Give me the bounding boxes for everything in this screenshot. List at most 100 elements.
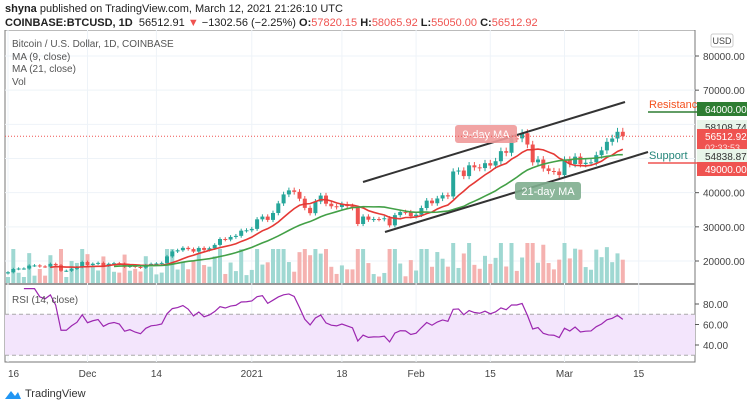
candle-body [260, 216, 265, 220]
open-value: 57820.15 [311, 17, 358, 29]
volume-bar [536, 262, 540, 283]
candle-body [456, 170, 461, 172]
volume-bar [467, 243, 472, 283]
volume-bar [355, 249, 360, 283]
candle-body [6, 272, 10, 274]
volume-bar [48, 255, 53, 283]
candle-body [244, 230, 249, 232]
legend-vol: Vol [12, 76, 26, 88]
currency-label: USD [712, 36, 732, 46]
volume-bar [451, 243, 456, 283]
price-tick-label: 40000.00 [703, 189, 745, 200]
volume-bar [313, 249, 318, 283]
volume-bar [186, 269, 191, 283]
candle-body [355, 207, 360, 224]
volume-bar [334, 273, 339, 283]
volume-bar [112, 271, 116, 283]
volume-bar [271, 249, 275, 283]
legend-ma9: MA (9, close) [12, 51, 71, 63]
volume-bar [180, 261, 185, 283]
volume-bar [567, 258, 572, 283]
x-tick-label: 14 [151, 369, 163, 380]
candle-body [472, 165, 477, 168]
candle-body [398, 212, 403, 216]
candle-body [615, 131, 620, 139]
candle-body [96, 262, 101, 264]
volume-bar [85, 254, 90, 283]
candle-body [180, 247, 185, 251]
candle-body [440, 195, 445, 199]
volume-bar [21, 277, 26, 283]
volume-bar [90, 266, 95, 283]
volume-bar [541, 244, 546, 283]
candle-body [408, 212, 413, 217]
volume-bar [324, 249, 328, 283]
candle-body [620, 131, 625, 137]
rsi-tick-label: 80.00 [703, 300, 728, 311]
volume-bar [106, 263, 111, 283]
candle-body [207, 248, 212, 250]
candle-body [212, 244, 217, 249]
volume-bar [207, 266, 212, 283]
volume-bar [525, 243, 530, 283]
volume-bar [615, 253, 620, 283]
candle-body [16, 268, 21, 270]
volume-bar [191, 261, 196, 283]
tradingview-logo[interactable]: TradingView [4, 388, 86, 400]
candle-body [483, 163, 487, 169]
ma9-annotation: 9-day MA [462, 129, 510, 141]
legend-ma21: MA (21, close) [12, 64, 76, 75]
volume-bar [594, 249, 599, 283]
x-tick-label: Dec [79, 369, 97, 380]
candle-body [339, 204, 344, 208]
volume-bar [345, 269, 350, 283]
candle-body [509, 138, 514, 153]
candle-body [546, 168, 551, 172]
candle-body [525, 133, 530, 145]
candle-body [69, 268, 74, 271]
volume-bar [530, 243, 535, 283]
x-tick-label: 15 [633, 369, 645, 380]
volume-bar [610, 262, 615, 283]
candle-body [583, 162, 588, 165]
candle-body [573, 156, 578, 165]
candle-body [80, 262, 85, 268]
open-label: O: [299, 17, 312, 29]
down-arrow-icon: ▼ [187, 17, 199, 29]
volume-bar [43, 275, 48, 283]
candle-body [329, 203, 334, 207]
price-tick-label: 30000.00 [703, 223, 745, 234]
volume-bar [281, 249, 286, 283]
candle-body [361, 216, 366, 224]
volume-bar [37, 268, 42, 283]
volume-bar [488, 263, 493, 283]
price-chart[interactable]: 16 Dec 14 2021 18 Feb 15 Mar 15 80000.00 70000.00 4… [0, 30, 750, 382]
volume-bar [223, 273, 228, 283]
candle-body [551, 171, 556, 173]
candle-body [223, 238, 228, 240]
support-label: Support [649, 150, 688, 162]
ma21-annotation: 21-day MA [521, 186, 575, 198]
candle-body [170, 251, 175, 257]
high-label: H: [360, 17, 372, 29]
candle-body [265, 216, 270, 220]
publisher: shyna [5, 3, 37, 15]
volume-bar [11, 249, 16, 283]
ma9-annotation-box [455, 125, 517, 143]
candle-body [567, 159, 572, 165]
candle-body [504, 151, 509, 153]
price-level-badge [697, 162, 747, 176]
volume-bar [514, 270, 519, 283]
candle-body [334, 206, 339, 208]
volume-bar [382, 272, 387, 283]
candle-body [477, 167, 482, 169]
candle-body [32, 265, 37, 267]
price-level-label: 49000.00 [705, 165, 747, 176]
volume-bar [408, 260, 413, 283]
volume-bar [265, 262, 270, 283]
candle-body [366, 216, 371, 220]
candle-body [451, 171, 456, 197]
x-tick-label: 2021 [241, 369, 264, 380]
volume-bar [329, 266, 334, 283]
volume-bar [562, 243, 567, 283]
